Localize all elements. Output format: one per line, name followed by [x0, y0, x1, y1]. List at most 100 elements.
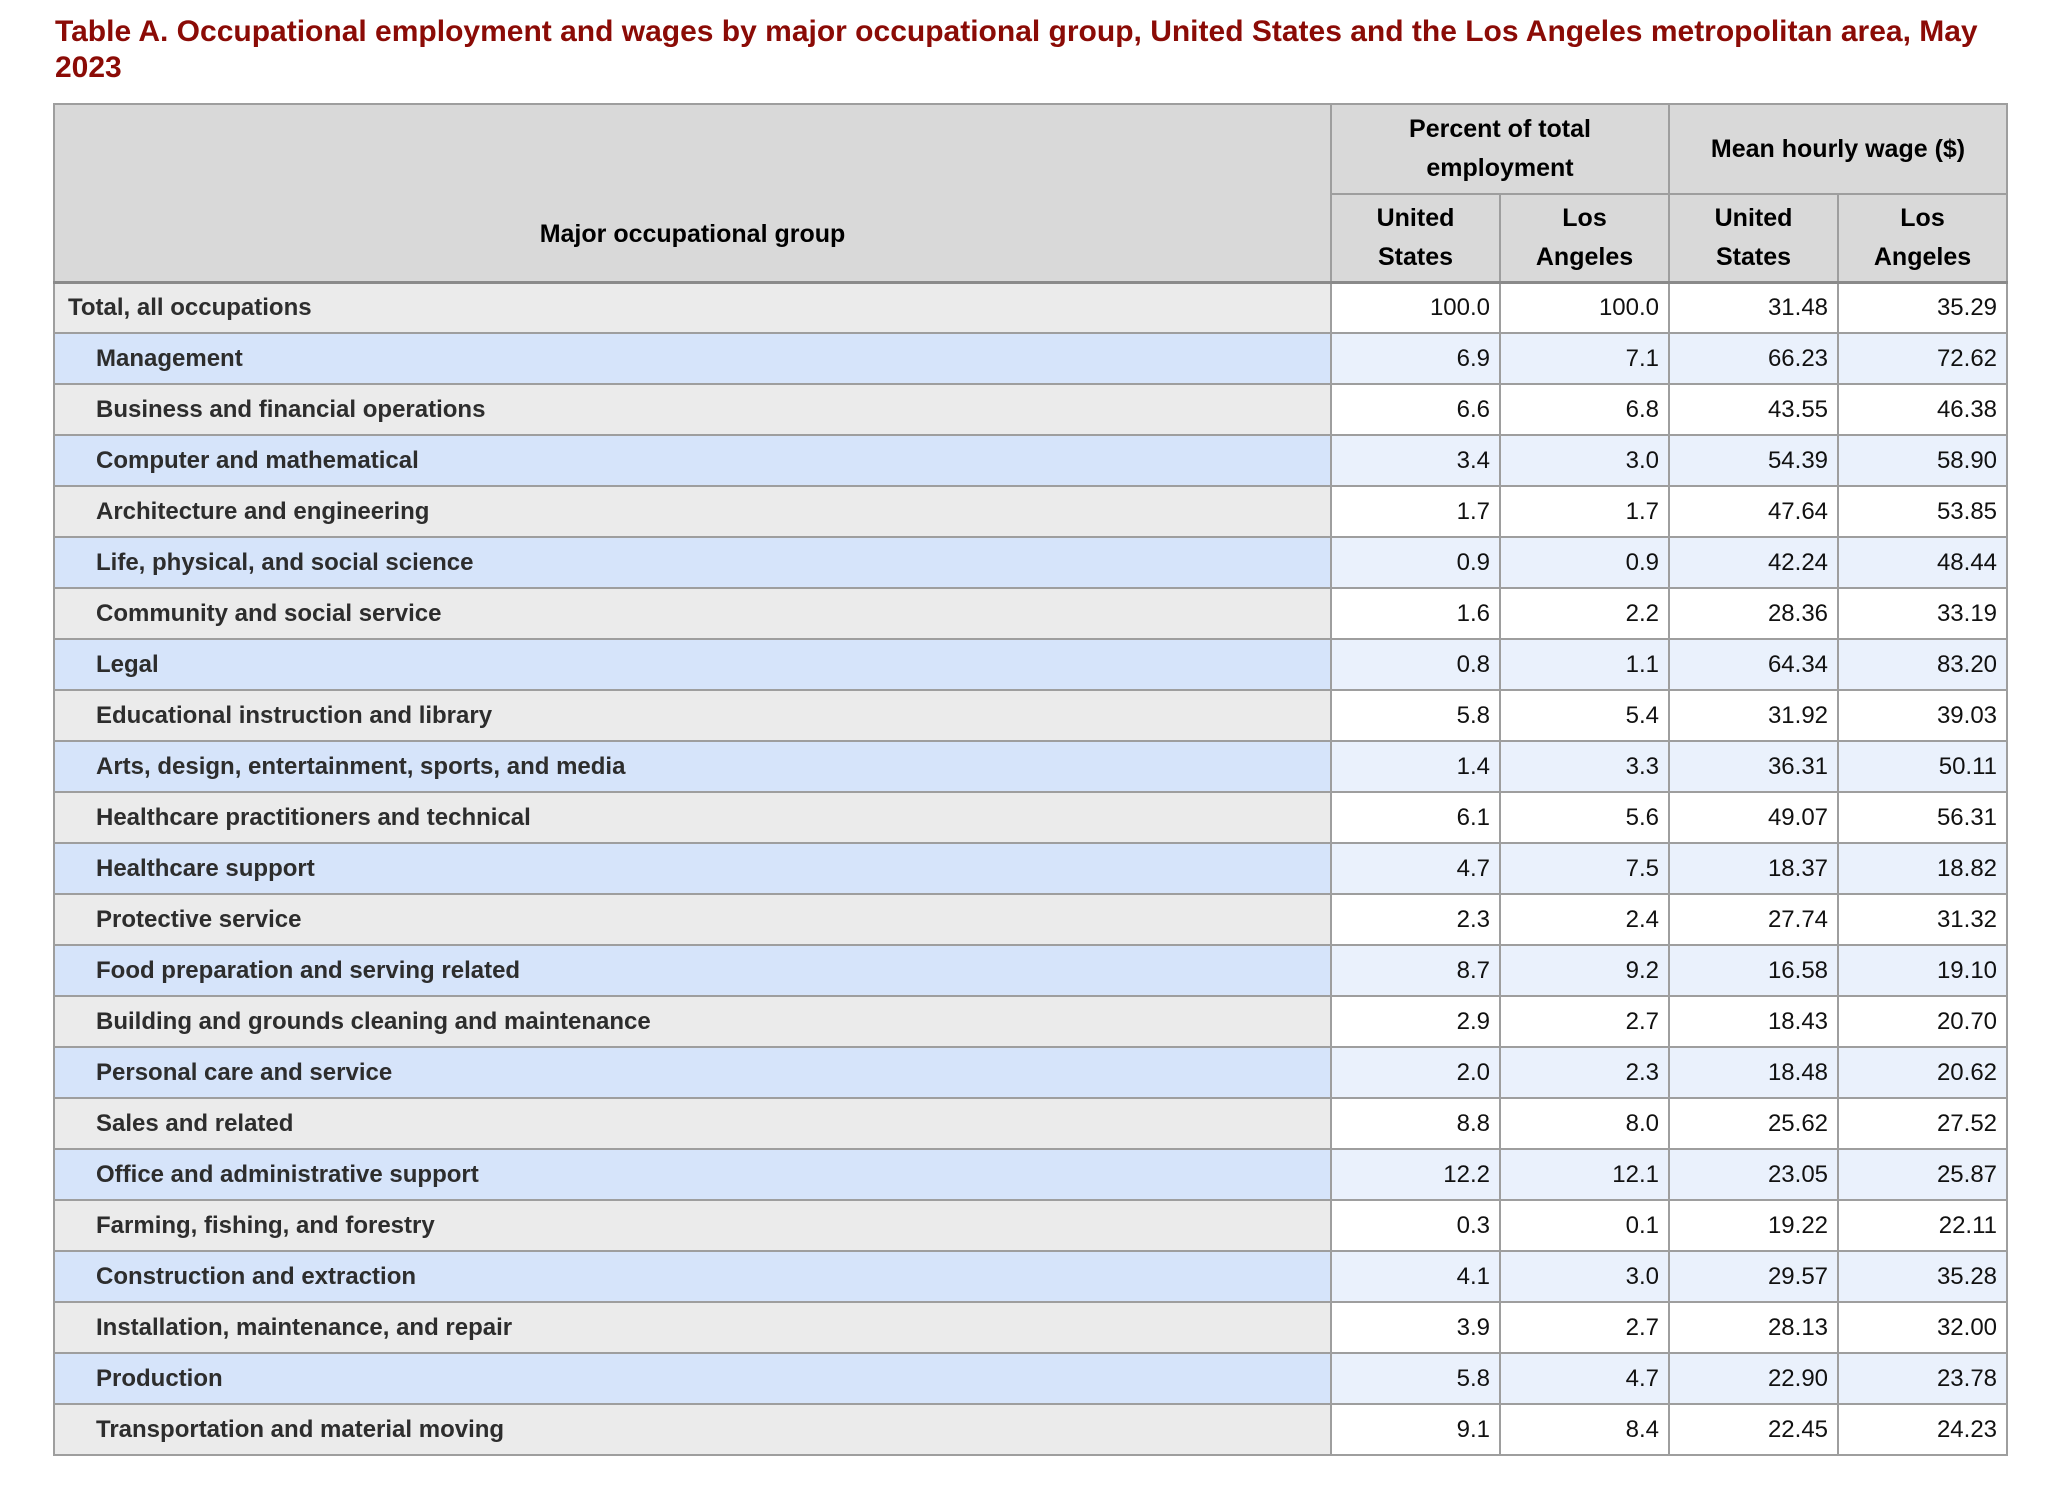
cell-wage-la: 39.03 [1837, 689, 2009, 742]
occupational-wage-table: Major occupational group Percent of tota… [53, 103, 2009, 1456]
cell-wage-la: 23.78 [1837, 1352, 2009, 1405]
cell-wage-la: 50.11 [1837, 740, 2009, 793]
cell-percent-la: 2.2 [1498, 587, 1671, 640]
table-row: Protective service 2.3 2.4 27.74 31.32 [53, 893, 2009, 946]
cell-percent-la: 5.6 [1498, 791, 1671, 844]
cell-percent-la: 4.7 [1498, 1352, 1671, 1405]
table-row: Healthcare practitioners and technical 6… [53, 791, 2009, 844]
cell-percent-la: 1.1 [1498, 638, 1671, 691]
cell-percent-la: 2.3 [1498, 1046, 1671, 1099]
row-label: Protective service [53, 893, 1332, 946]
cell-wage-us: 19.22 [1668, 1199, 1840, 1252]
row-label: Legal [53, 638, 1332, 691]
cell-percent-us: 0.9 [1330, 536, 1501, 589]
cell-wage-us: 16.58 [1668, 944, 1840, 997]
cell-percent-us: 2.0 [1330, 1046, 1501, 1099]
cell-percent-us: 3.9 [1330, 1301, 1501, 1354]
subheader-wage-los-angeles: Los Angeles [1837, 193, 2009, 283]
cell-percent-la: 8.0 [1498, 1097, 1671, 1150]
cell-percent-us: 6.1 [1330, 791, 1501, 844]
cell-percent-la: 12.1 [1498, 1148, 1671, 1201]
cell-wage-us: 66.23 [1668, 332, 1840, 385]
cell-wage-la: 35.28 [1837, 1250, 2009, 1303]
cell-wage-us: 54.39 [1668, 434, 1840, 487]
cell-wage-us: 18.43 [1668, 995, 1840, 1048]
row-label: Total, all occupations [53, 281, 1332, 334]
table-row: Farming, fishing, and forestry 0.3 0.1 1… [53, 1199, 2009, 1252]
subheader-wage-united-states: United States [1668, 193, 1840, 283]
cell-wage-us: 36.31 [1668, 740, 1840, 793]
cell-percent-us: 3.4 [1330, 434, 1501, 487]
cell-percent-la: 9.2 [1498, 944, 1671, 997]
table-row: Building and grounds cleaning and mainte… [53, 995, 2009, 1048]
cell-wage-la: 27.52 [1837, 1097, 2009, 1150]
cell-percent-us: 1.4 [1330, 740, 1501, 793]
row-label: Architecture and engineering [53, 485, 1332, 538]
cell-percent-la: 7.1 [1498, 332, 1671, 385]
row-label: Food preparation and serving related [53, 944, 1332, 997]
cell-wage-us: 29.57 [1668, 1250, 1840, 1303]
cell-percent-la: 2.7 [1498, 1301, 1671, 1354]
row-label: Installation, maintenance, and repair [53, 1301, 1332, 1354]
row-label: Life, physical, and social science [53, 536, 1332, 589]
row-label: Personal care and service [53, 1046, 1332, 1099]
cell-percent-us: 5.8 [1330, 1352, 1501, 1405]
cell-wage-la: 53.85 [1837, 485, 2009, 538]
table-row: Computer and mathematical 3.4 3.0 54.39 … [53, 434, 2009, 487]
cell-wage-us: 18.48 [1668, 1046, 1840, 1099]
cell-percent-us: 8.8 [1330, 1097, 1501, 1150]
table-row: Educational instruction and library 5.8 … [53, 689, 2009, 742]
cell-wage-us: 28.13 [1668, 1301, 1840, 1354]
cell-wage-us: 27.74 [1668, 893, 1840, 946]
cell-wage-la: 32.00 [1837, 1301, 2009, 1354]
cell-wage-us: 18.37 [1668, 842, 1840, 895]
header-major-occupational-group: Major occupational group [53, 103, 1332, 283]
cell-wage-la: 72.62 [1837, 332, 2009, 385]
cell-percent-us: 1.7 [1330, 485, 1501, 538]
cell-wage-la: 20.70 [1837, 995, 2009, 1048]
row-label: Office and administrative support [53, 1148, 1332, 1201]
row-label: Healthcare support [53, 842, 1332, 895]
page: Table A. Occupational employment and wag… [53, 15, 2009, 1456]
table-row: Arts, design, entertainment, sports, and… [53, 740, 2009, 793]
row-label: Arts, design, entertainment, sports, and… [53, 740, 1332, 793]
row-label: Management [53, 332, 1332, 385]
row-label: Sales and related [53, 1097, 1332, 1150]
cell-percent-la: 3.0 [1498, 1250, 1671, 1303]
table-row: Food preparation and serving related 8.7… [53, 944, 2009, 997]
table-row: Total, all occupations 100.0 100.0 31.48… [53, 281, 2009, 334]
header-group-mean-hourly-wage: Mean hourly wage ($) [1668, 103, 2009, 195]
cell-percent-la: 5.4 [1498, 689, 1671, 742]
cell-wage-us: 28.36 [1668, 587, 1840, 640]
row-label: Healthcare practitioners and technical [53, 791, 1332, 844]
header-group-percent-employment: Percent of total employment [1329, 103, 1671, 195]
cell-percent-us: 0.3 [1330, 1199, 1501, 1252]
cell-wage-la: 35.29 [1837, 281, 2009, 334]
cell-percent-us: 4.7 [1330, 842, 1501, 895]
cell-wage-la: 33.19 [1837, 587, 2009, 640]
header-group-row: Major occupational group Percent of tota… [53, 103, 2009, 283]
cell-percent-us: 9.1 [1330, 1403, 1501, 1456]
header-sub-row: United States Los Angeles United States … [54, 193, 2009, 283]
cell-wage-la: 46.38 [1837, 383, 2009, 436]
table-header: Major occupational group Percent of tota… [53, 103, 2009, 283]
cell-percent-la: 2.4 [1498, 893, 1671, 946]
cell-wage-us: 31.48 [1668, 281, 1840, 334]
table-row: Management 6.9 7.1 66.23 72.62 [53, 332, 2009, 385]
subheader-percent-united-states: United States [1330, 193, 1501, 283]
cell-percent-us: 2.9 [1330, 995, 1501, 1048]
cell-wage-la: 19.10 [1837, 944, 2009, 997]
cell-percent-la: 3.3 [1498, 740, 1671, 793]
table-row: Transportation and material moving 9.1 8… [53, 1403, 2009, 1456]
cell-wage-la: 18.82 [1837, 842, 2009, 895]
table-row: Construction and extraction 4.1 3.0 29.5… [53, 1250, 2009, 1303]
cell-percent-us: 1.6 [1330, 587, 1501, 640]
table-row: Architecture and engineering 1.7 1.7 47.… [53, 485, 2009, 538]
table-row: Office and administrative support 12.2 1… [53, 1148, 2009, 1201]
cell-percent-us: 8.7 [1330, 944, 1501, 997]
table-row: Installation, maintenance, and repair 3.… [53, 1301, 2009, 1354]
cell-percent-us: 12.2 [1330, 1148, 1501, 1201]
cell-percent-la: 0.9 [1498, 536, 1671, 589]
cell-wage-us: 43.55 [1668, 383, 1840, 436]
cell-wage-la: 58.90 [1837, 434, 2009, 487]
